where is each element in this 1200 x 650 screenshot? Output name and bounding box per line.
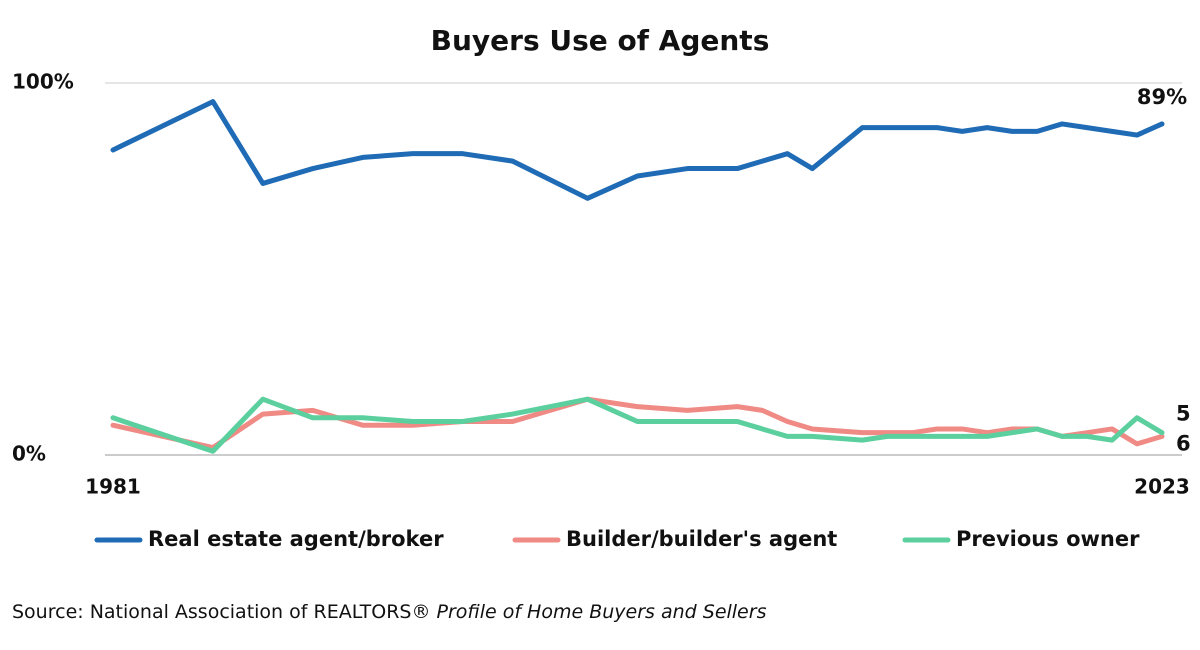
source-text: Source: National Association of REALTORS…	[12, 601, 437, 623]
source: Source: National Association of REALTORS…	[12, 601, 767, 623]
x-tick-label: 1981	[85, 475, 141, 499]
y-tick-label: 100%	[12, 70, 74, 94]
data-line	[110, 396, 1165, 454]
x-tick-label: 2023	[1134, 475, 1190, 499]
chart-title: Buyers Use of Agents	[431, 24, 770, 57]
data-line	[110, 99, 1165, 201]
legend-label: Real estate agent/broker	[148, 527, 444, 551]
end-label: 6	[1176, 432, 1191, 456]
end-label: 5	[1176, 401, 1191, 425]
source-title: Profile of Home Buyers and Sellers	[437, 601, 767, 623]
legend-label: Previous owner	[956, 527, 1140, 551]
legend-label: Builder/builder's agent	[566, 527, 837, 551]
end-label: 89%	[1137, 85, 1187, 109]
y-tick-label: 0%	[12, 442, 46, 466]
